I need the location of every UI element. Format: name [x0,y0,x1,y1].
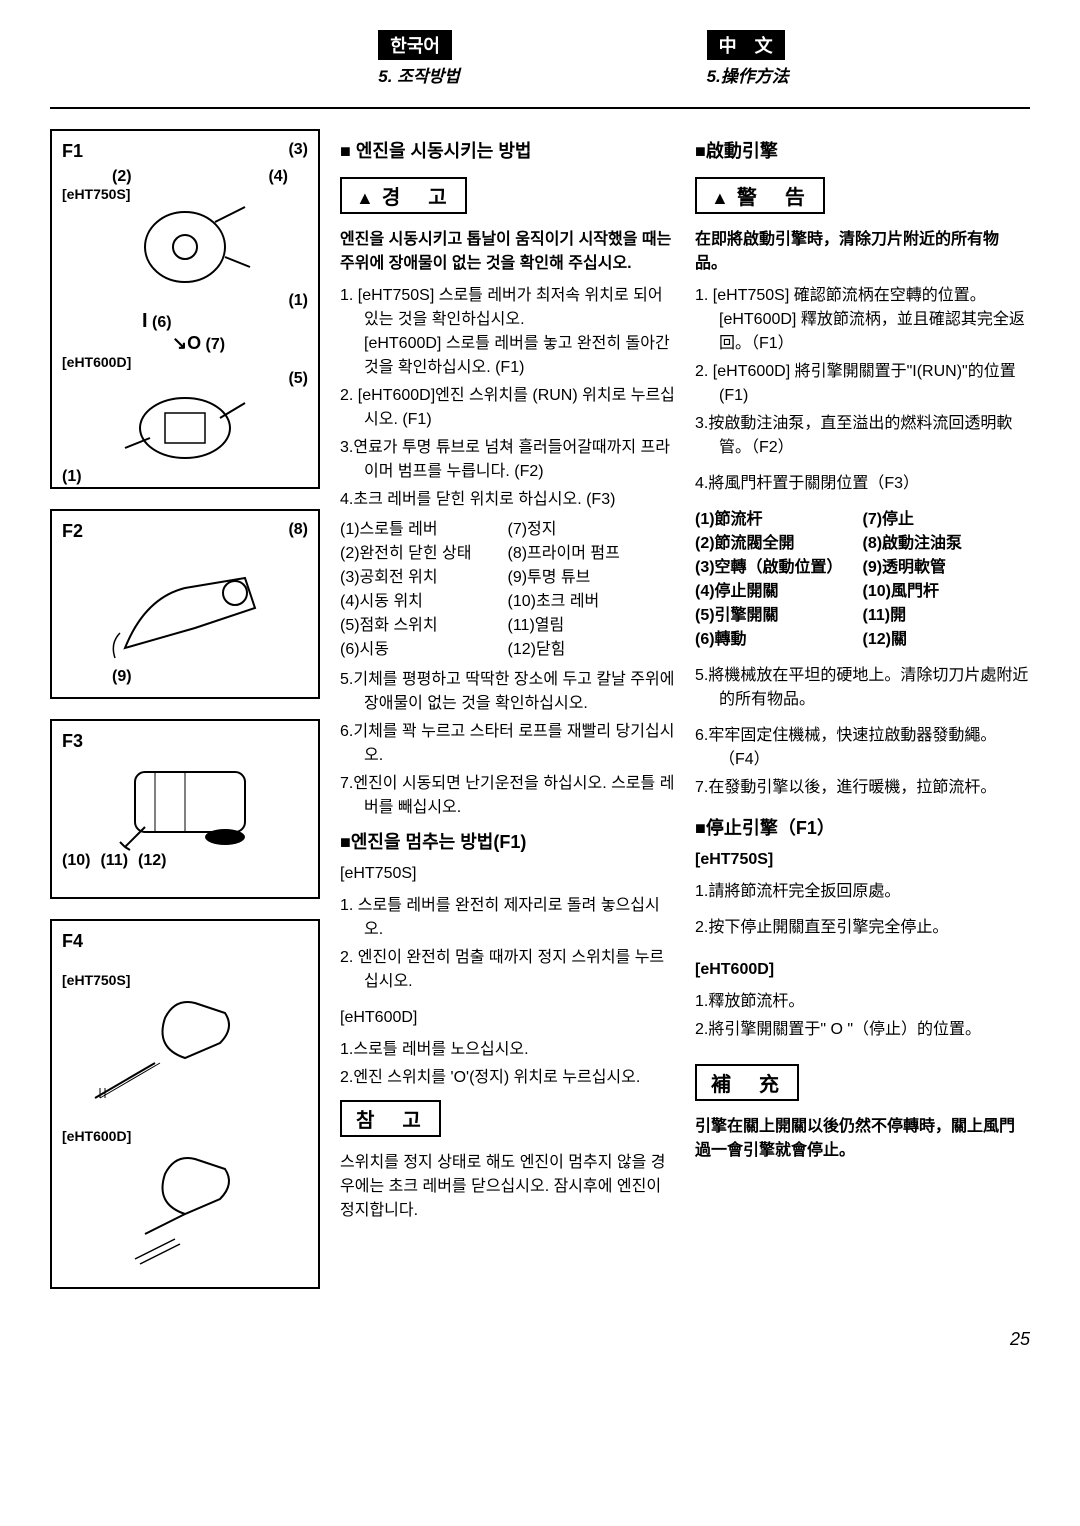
zh-leg-l3: (4)停止開關 [695,580,863,604]
zh-stop600-1: 1.釋放節流杆。 [695,990,1030,1014]
f1-c3: (3) [288,141,308,168]
zh-s6: 6.牢牢固定住機械，快速拉啟動器發動繩。（F4） [695,724,1030,772]
ko-warn-text: 엔진을 시동시키고 톱날이 움직이기 시작했을 때는 주위에 장애물이 없는 것… [340,228,675,276]
ko-leg-l0: (1)스로틀 레버 [340,518,508,542]
page-number: 25 [50,1329,1030,1350]
zh-leg-r5: (12)關 [863,628,1031,652]
zh-leg-r2: (9)透明軟管 [863,556,1031,580]
zh-stop600: [eHT600D] [695,958,1030,982]
ko-s4: 4.초크 레버를 닫힌 위치로 하십시오. (F3) [340,488,675,512]
zh-warn-text: 在即將啟動引擎時，清除刀片附近的所有物品。 [695,228,1030,276]
f2-label: F2 [62,521,83,542]
ko-s2: 2. [eHT600D]엔진 스위치를 (RUN) 위치로 누르십시오. (F1… [340,384,675,432]
ko-leg-r3: (10)초크 레버 [508,590,676,614]
f4-m2: [eHT600D] [62,1128,308,1144]
ko-stop750: [eHT750S] [340,862,675,886]
ko-stop-title: ■엔진을 멈추는 방법(F1) [340,828,675,854]
ko-warn-label: 경 고 [382,187,451,209]
zh-s1: 1. [eHT750S] 確認節流柄在空轉的位置。 [eHT600D] 釋放節流… [695,284,1030,356]
ko-note-text: 스위치를 정지 상태로 해도 엔진이 멈추지 않을 경우에는 초크 레버를 닫으… [340,1151,675,1223]
ko-leg-l3: (4)시동 위치 [340,590,508,614]
f4-label: F4 [62,931,83,951]
ko-leg-l4: (5)점화 스위치 [340,614,508,638]
zh-s7: 7.在發動引擎以後，進行暖機，拉節流杆。 [695,776,1030,800]
f1-illust-1 [115,202,255,292]
zh-s5: 5.將機械放在平坦的硬地上。清除切刀片處附近的所有物品。 [695,664,1030,712]
f3-c11: (11) [100,852,128,870]
zh-stop750-2: 2.按下停止開關直至引擎完全停止。 [695,916,1030,940]
ko-s6: 6.기체를 꽉 누르고 스타터 로프를 재빨리 당기십시오. [340,720,675,768]
ko-leg-r5: (12)닫힘 [508,638,676,662]
f3-label: F3 [62,731,83,751]
f3-c12: (12) [138,852,166,870]
ko-leg-r1: (8)프라이머 펌프 [508,542,676,566]
f1-c2: (2) [112,168,132,186]
ko-stop600-2: 2.엔진 스위치를 'O'(정지) 위치로 누르십시오. [340,1066,675,1090]
f2-illust [95,548,275,668]
zh-leg-l0: (1)節流杆 [695,508,863,532]
zh-stop750-1: 1.請將節流杆完全扳回原處。 [695,880,1030,904]
f4-illust-1 [85,988,285,1118]
f1-label: F1 [62,141,83,162]
f4-m1: [eHT750S] [62,972,308,988]
section-ko: 5. 조작방법 [378,62,701,87]
f1-illust-2 [115,388,255,468]
ko-s7: 7.엔진이 시동되면 난기운전을 하십시오. 스로틀 레버를 빼십시오. [340,772,675,820]
f1-c1b: (1) [62,468,308,486]
ko-leg-l1: (2)완전히 닫힌 상태 [340,542,508,566]
f4-illust-2 [85,1144,285,1274]
zh-leg-l4: (5)引擎開關 [695,604,863,628]
ko-stop750-1: 1. 스로틀 레버를 완전히 제자리로 돌려 놓으십시오. [340,894,675,942]
f1-c4: (4) [268,168,288,186]
f1-m1: [eHT750S] [62,186,308,202]
zh-note-box: 補 充 [695,1064,799,1101]
zh-note-text: 引擎在關上開關以後仍然不停轉時，關上風門過一會引擎就會停止。 [695,1115,1030,1163]
section-zh: 5.操作方法 [707,62,1030,87]
ko-stop600: [eHT600D] [340,1006,675,1030]
f1-c1: (1) [62,292,308,310]
zh-warn-box: ▲警 告 [695,177,825,214]
zh-stop-title: ■停止引擎（F1） [695,814,1030,840]
f1-c6: (6) [152,314,172,331]
ko-leg-l2: (3)공회전 위치 [340,566,508,590]
f3-c10: (10) [62,852,90,870]
f3-illust [95,752,275,852]
f1-c7: (7) [206,336,226,353]
ko-note-box: 참 고 [340,1100,441,1137]
zh-stop750: [eHT750S] [695,848,1030,872]
ko-leg-l5: (6)시동 [340,638,508,662]
zh-s2: 2. [eHT600D] 將引擎開關置于"I(RUN)"的位置(F1) [695,360,1030,408]
ko-stop750-2: 2. 엔진이 완전히 멈출 때까지 정지 스위치를 누르십시오. [340,946,675,994]
zh-leg-r1: (8)啟動注油泵 [863,532,1031,556]
zh-leg-l2: (3)空轉（啟動位置） [695,556,863,580]
zh-leg-l1: (2)節流閥全開 [695,532,863,556]
ko-s5: 5.기체를 평평하고 딱딱한 장소에 두고 칼날 주위에 장애물이 없는 것을 … [340,668,675,716]
f1-c5: (5) [62,370,308,388]
zh-s3: 3.按啟動注油泵，直至溢出的燃料流回透明軟管。（F2） [695,412,1030,460]
f2-c8: (8) [288,521,308,548]
ko-leg-r2: (9)투명 튜브 [508,566,676,590]
ko-s3: 3.연료가 투명 튜브로 넘쳐 흘러들어갈때까지 프라이머 범프를 누릅니다. … [340,436,675,484]
f2-c9: (9) [112,668,308,686]
zh-start-title: ■啟動引擎 [695,137,1030,163]
lang-badge-ko: 한국어 [378,30,452,60]
zh-leg-r0: (7)停止 [863,508,1031,532]
f1-m2: [eHT600D] [62,354,308,370]
zh-s4: 4.將風門杆置于關閉位置（F3） [695,472,1030,496]
zh-leg-r4: (11)開 [863,604,1031,628]
zh-leg-l5: (6)轉動 [695,628,863,652]
lang-badge-zh: 中 文 [707,30,785,60]
zh-stop600-2: 2.將引擎開關置于" O "（停止）的位置。 [695,1018,1030,1042]
ko-start-title: ■ 엔진을 시동시키는 방법 [340,137,675,163]
ko-leg-r0: (7)정지 [508,518,676,542]
zh-warn-label: 警 告 [737,187,809,209]
ko-s1: 1. [eHT750S] 스로틀 레버가 최저속 위치로 되어 있는 것을 확인… [340,284,675,380]
ko-leg-r4: (11)열림 [508,614,676,638]
zh-leg-r3: (10)風門杆 [863,580,1031,604]
ko-stop600-1: 1.스로틀 레버를 노으십시오. [340,1038,675,1062]
ko-warn-box: ▲경 고 [340,177,467,214]
